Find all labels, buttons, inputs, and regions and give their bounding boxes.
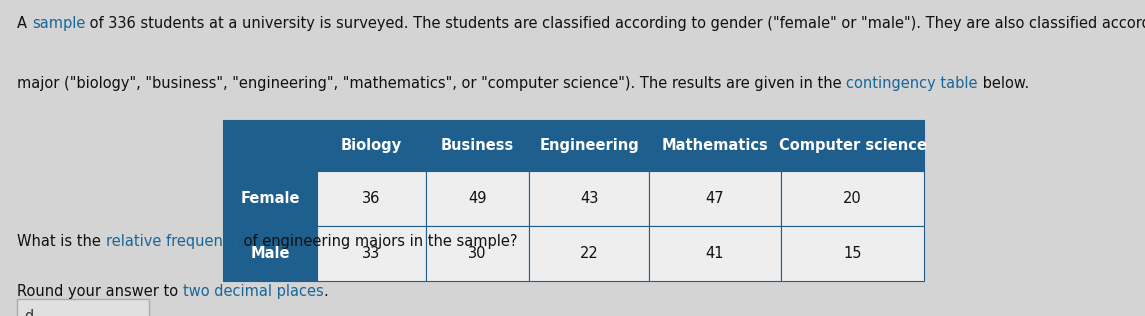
FancyBboxPatch shape <box>781 171 924 226</box>
Text: relative frequency: relative frequency <box>105 234 239 249</box>
Text: 49: 49 <box>468 191 487 206</box>
Text: 47: 47 <box>705 191 725 206</box>
Text: 30: 30 <box>468 246 487 261</box>
Text: Business: Business <box>441 138 514 153</box>
FancyBboxPatch shape <box>529 226 649 281</box>
FancyBboxPatch shape <box>317 120 426 171</box>
Text: Male: Male <box>251 246 290 261</box>
Text: 22: 22 <box>579 246 599 261</box>
FancyBboxPatch shape <box>17 299 149 316</box>
FancyBboxPatch shape <box>649 226 781 281</box>
Text: Computer science: Computer science <box>779 138 926 153</box>
Text: 33: 33 <box>363 246 380 261</box>
FancyBboxPatch shape <box>649 171 781 226</box>
Text: Round your answer to: Round your answer to <box>17 284 183 299</box>
Text: 41: 41 <box>705 246 725 261</box>
Text: Female: Female <box>240 191 300 206</box>
FancyBboxPatch shape <box>317 226 426 281</box>
Text: A: A <box>17 16 32 31</box>
Text: 15: 15 <box>843 246 862 261</box>
Text: two decimal places: two decimal places <box>183 284 324 299</box>
Text: 43: 43 <box>579 191 599 206</box>
FancyBboxPatch shape <box>781 120 924 171</box>
FancyBboxPatch shape <box>426 120 529 171</box>
Text: d: d <box>24 309 33 316</box>
Text: major ("biology", "business", "engineering", "mathematics", or "computer science: major ("biology", "business", "engineeri… <box>17 76 846 91</box>
FancyBboxPatch shape <box>649 120 781 171</box>
Text: Biology: Biology <box>341 138 402 153</box>
FancyBboxPatch shape <box>426 171 529 226</box>
FancyBboxPatch shape <box>223 226 317 281</box>
Text: 20: 20 <box>843 191 862 206</box>
Text: .: . <box>324 284 329 299</box>
Text: of engineering majors in the sample?: of engineering majors in the sample? <box>239 234 518 249</box>
FancyBboxPatch shape <box>223 171 317 226</box>
Text: below.: below. <box>978 76 1029 91</box>
Text: 36: 36 <box>362 191 381 206</box>
Text: sample: sample <box>32 16 85 31</box>
FancyBboxPatch shape <box>223 120 317 171</box>
FancyBboxPatch shape <box>529 171 649 226</box>
FancyBboxPatch shape <box>529 120 649 171</box>
FancyBboxPatch shape <box>781 226 924 281</box>
Text: What is the: What is the <box>17 234 105 249</box>
Text: v: v <box>50 0 60 2</box>
Text: of 336 students at a university is surveyed. The students are classified accordi: of 336 students at a university is surve… <box>85 16 1145 31</box>
FancyBboxPatch shape <box>317 171 426 226</box>
Text: Engineering: Engineering <box>539 138 639 153</box>
Text: Mathematics: Mathematics <box>662 138 768 153</box>
Text: contingency table: contingency table <box>846 76 978 91</box>
FancyBboxPatch shape <box>426 226 529 281</box>
